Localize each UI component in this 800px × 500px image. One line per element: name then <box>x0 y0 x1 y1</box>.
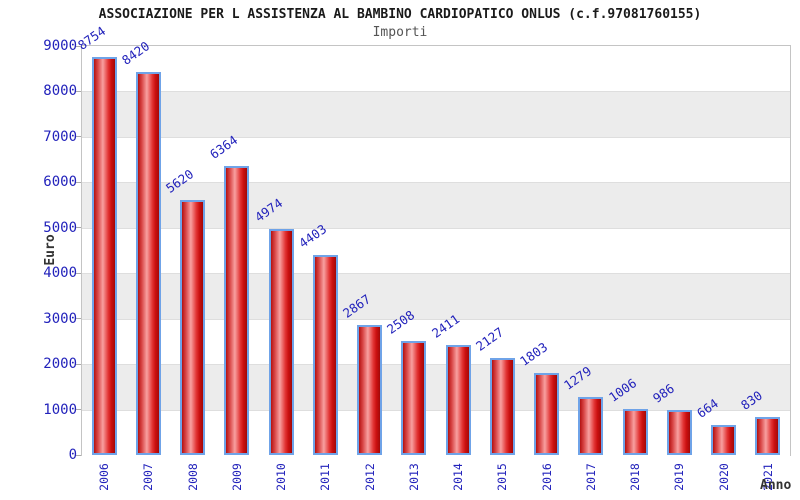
bar-2016 <box>534 373 560 455</box>
y-tick-label-1000: 1000 <box>43 401 77 418</box>
x-tick-2008: 2008 <box>185 463 200 491</box>
y-tick-label-4000: 4000 <box>43 265 77 282</box>
bar-2010 <box>268 228 294 455</box>
y-tick-mark <box>76 181 81 183</box>
x-tick-2019: 2019 <box>672 463 687 491</box>
y-tick-mark <box>76 90 81 92</box>
x-tick-2011: 2011 <box>318 463 333 491</box>
y-tick-label-7000: 7000 <box>43 128 77 145</box>
y-tick-label-8000: 8000 <box>43 83 77 100</box>
y-tick-mark <box>76 136 81 138</box>
plot-area: 8754 2006 8420 2007 5620 2008 6364 2009 4974 2010… <box>75 23 791 491</box>
bar-2018 <box>622 409 648 455</box>
bar-2009 <box>224 165 250 455</box>
x-tick-2015: 2015 <box>495 463 510 491</box>
y-tick-mark <box>76 409 81 411</box>
bar-2006 <box>91 57 117 455</box>
x-tick-2007: 2007 <box>141 463 156 491</box>
y-tick-label-0: 0 <box>68 447 77 463</box>
x-axis-title: Anno <box>760 478 792 493</box>
bar-2012 <box>357 324 383 455</box>
x-tick-2017: 2017 <box>583 463 598 491</box>
grid-band <box>82 91 790 138</box>
x-tick-2012: 2012 <box>362 463 377 491</box>
grid-band <box>82 46 790 92</box>
y-tick-mark <box>76 454 81 456</box>
x-tick-2020: 2020 <box>716 463 731 491</box>
y-tick-mark <box>76 272 81 274</box>
bar-2014 <box>445 345 471 455</box>
x-tick-2016: 2016 <box>539 463 554 491</box>
x-tick-2010: 2010 <box>274 463 289 491</box>
y-tick-mark <box>76 318 81 320</box>
y-tick-mark <box>76 227 81 229</box>
bar-2013 <box>401 341 427 455</box>
bar-2021 <box>755 417 781 455</box>
y-tick-mark <box>76 45 81 47</box>
x-tick-2006: 2006 <box>97 463 112 491</box>
bar-2019 <box>666 410 692 455</box>
bar-2020 <box>711 424 737 455</box>
grid-band <box>82 136 790 184</box>
bar-2015 <box>489 358 515 455</box>
bar-2008 <box>180 199 206 455</box>
chart-title: ASSOCIAZIONE PER L ASSISTENZA AL BAMBINO… <box>98 7 702 22</box>
x-tick-2013: 2013 <box>406 463 421 491</box>
y-tick-label-9000: 9000 <box>43 38 77 54</box>
bar-2007 <box>135 72 161 455</box>
y-tick-label-5000: 5000 <box>43 219 77 236</box>
x-tick-2018: 2018 <box>628 463 643 491</box>
bar-2017 <box>578 396 604 455</box>
y-tick-mark <box>76 363 81 365</box>
bar-2011 <box>312 254 338 455</box>
chart-subtitle: Importi <box>372 25 428 40</box>
y-tick-label-6000: 6000 <box>43 174 77 191</box>
x-tick-2014: 2014 <box>451 463 466 491</box>
y-tick-label-3000: 3000 <box>43 310 77 327</box>
x-tick-2009: 2009 <box>229 463 244 491</box>
y-tick-label-2000: 2000 <box>43 356 77 373</box>
